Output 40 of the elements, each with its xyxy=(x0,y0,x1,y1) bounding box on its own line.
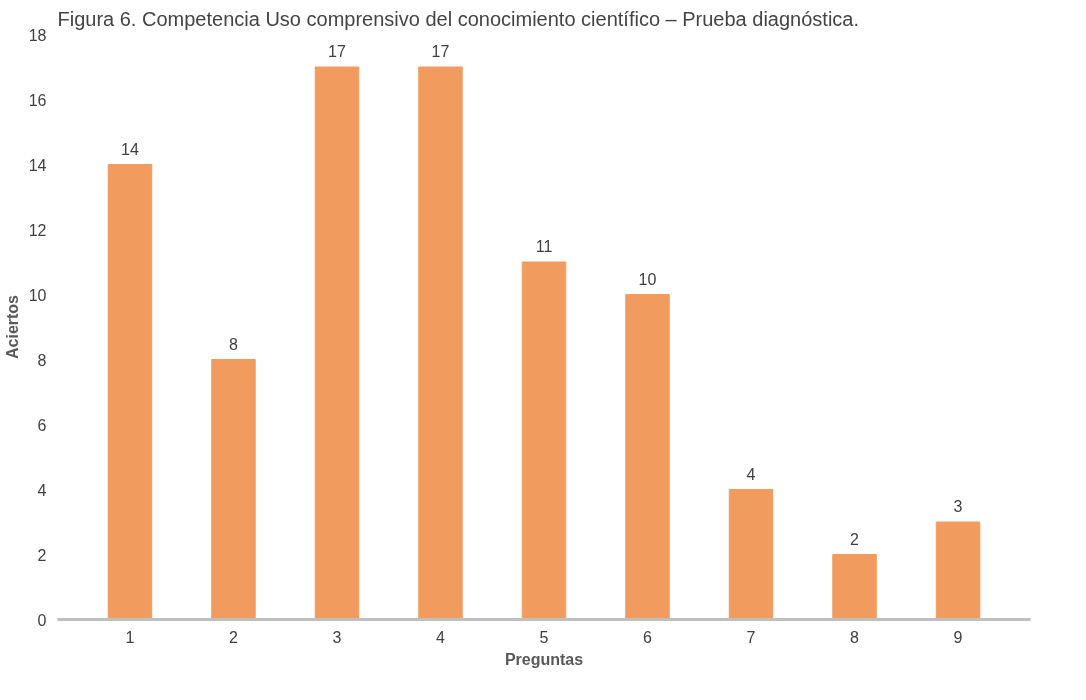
data-label: 14 xyxy=(121,140,139,158)
y-tick-label: 8 xyxy=(37,351,47,369)
y-tick-label: 0 xyxy=(37,611,47,629)
data-label: 8 xyxy=(229,335,239,353)
y-tick-label: 16 xyxy=(28,91,47,109)
bar xyxy=(211,359,256,620)
bar xyxy=(625,294,670,620)
data-label: 11 xyxy=(535,238,553,255)
x-tick-label: 2 xyxy=(229,628,239,646)
x-tick-label: 8 xyxy=(850,628,860,646)
bar xyxy=(728,489,774,620)
data-label: 2 xyxy=(850,530,860,548)
data-label: 17 xyxy=(328,43,346,60)
y-tick-label: 14 xyxy=(28,156,47,174)
x-tick-label: 3 xyxy=(332,628,342,646)
x-axis-title: Preguntas xyxy=(504,650,584,668)
bar xyxy=(418,66,463,620)
y-tick-label: 10 xyxy=(28,286,47,304)
x-tick-label: 7 xyxy=(746,628,756,646)
data-label: 4 xyxy=(746,465,756,483)
y-axis-title: Aciertos xyxy=(3,294,21,360)
x-tick-label: 6 xyxy=(643,628,653,646)
y-tick-label: 2 xyxy=(37,546,47,564)
x-tick-label: 4 xyxy=(436,628,446,646)
y-tick-label: 12 xyxy=(28,221,47,239)
y-tick-label: 18 xyxy=(28,26,47,44)
x-tick-label: 5 xyxy=(539,628,549,646)
bar xyxy=(521,261,567,620)
y-tick-label: 4 xyxy=(37,481,47,499)
bar xyxy=(314,66,360,620)
x-tick-label: 1 xyxy=(125,628,135,646)
chart-title: Figura 6. Competencia Uso comprensivo del conocimiento científico – Prueba diagnóstica. xyxy=(57,7,860,30)
bar xyxy=(107,164,153,620)
data-label: 10 xyxy=(638,270,657,288)
x-tick-label: 9 xyxy=(953,628,963,646)
bar xyxy=(832,554,877,620)
data-label: 3 xyxy=(953,498,963,515)
data-label: 17 xyxy=(431,43,450,60)
y-tick-label: 6 xyxy=(37,416,47,434)
bar xyxy=(935,521,981,620)
